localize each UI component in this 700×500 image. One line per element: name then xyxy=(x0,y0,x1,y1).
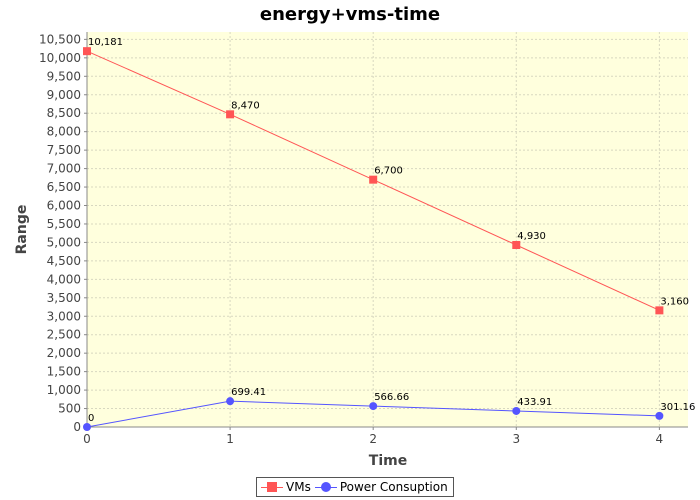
data-label: 4,930 xyxy=(517,231,546,242)
legend-label-power-consuption: Power Consuption xyxy=(339,480,448,494)
y-tick-label: 9,500 xyxy=(47,69,81,83)
x-tick-label: 2 xyxy=(369,432,377,446)
y-tick-label: 2,500 xyxy=(47,328,81,342)
chart-title: energy+vms-time xyxy=(260,4,440,25)
x-tick-label: 1 xyxy=(226,432,234,446)
y-tick-label: 4,000 xyxy=(47,272,81,286)
y-tick-label: 2,000 xyxy=(47,346,81,360)
data-label: 699.41 xyxy=(231,387,266,398)
data-point-square xyxy=(512,241,521,250)
y-tick-label: 8,500 xyxy=(47,106,81,120)
data-point-circle xyxy=(512,406,521,415)
y-tick-label: 9,000 xyxy=(47,88,81,102)
y-tick-label: 6,000 xyxy=(47,199,81,213)
data-label: 6,700 xyxy=(374,166,403,177)
data-point-square xyxy=(226,110,235,119)
y-tick-label: 5,000 xyxy=(47,235,81,249)
legend-circle-marker-icon xyxy=(314,481,337,493)
y-tick-label: 8,000 xyxy=(47,125,81,139)
data-point-circle xyxy=(655,411,664,420)
data-label: 10,181 xyxy=(88,37,123,48)
data-label: 433.91 xyxy=(517,397,552,408)
y-tick-label: 4,500 xyxy=(47,254,81,268)
legend-item-power-consuption: Power Consuption xyxy=(314,480,448,494)
data-label: 0 xyxy=(88,413,94,424)
y-tick-label: 0 xyxy=(73,420,81,434)
data-point-square xyxy=(369,175,378,184)
y-tick-label: 6,500 xyxy=(47,180,81,194)
data-point-circle xyxy=(369,402,378,411)
x-tick-label: 4 xyxy=(656,432,664,446)
y-tick-label: 3,000 xyxy=(47,309,81,323)
plot-area xyxy=(87,32,688,427)
data-label: 8,470 xyxy=(231,100,260,111)
chart-legend: VMs Power Consuption xyxy=(256,477,454,497)
y-tick-label: 7,500 xyxy=(47,143,81,157)
y-axis-label: Range xyxy=(14,205,30,255)
legend-item-vms: VMs xyxy=(261,480,311,494)
y-tick-label: 500 xyxy=(58,402,81,416)
legend-label-vms: VMs xyxy=(286,480,311,494)
data-label: 3,160 xyxy=(660,296,689,307)
y-tick-label: 1,000 xyxy=(47,383,81,397)
x-tick-label: 3 xyxy=(512,432,520,446)
x-axis-label: Time xyxy=(369,453,407,469)
data-point-circle xyxy=(226,397,235,406)
data-label: 566.66 xyxy=(374,392,409,403)
legend-square-marker-icon xyxy=(261,481,283,493)
y-tick-label: 10,500 xyxy=(39,32,81,46)
y-tick-label: 7,000 xyxy=(47,162,81,176)
data-point-circle xyxy=(83,423,91,431)
y-tick-label: 3,500 xyxy=(47,291,81,305)
data-label: 301.16 xyxy=(660,402,695,413)
data-point-square xyxy=(83,47,91,56)
y-tick-label: 1,500 xyxy=(47,365,81,379)
y-tick-label: 10,000 xyxy=(39,51,81,65)
y-tick-label: 5,500 xyxy=(47,217,81,231)
x-tick-label: 0 xyxy=(83,432,91,446)
data-point-square xyxy=(655,306,664,315)
